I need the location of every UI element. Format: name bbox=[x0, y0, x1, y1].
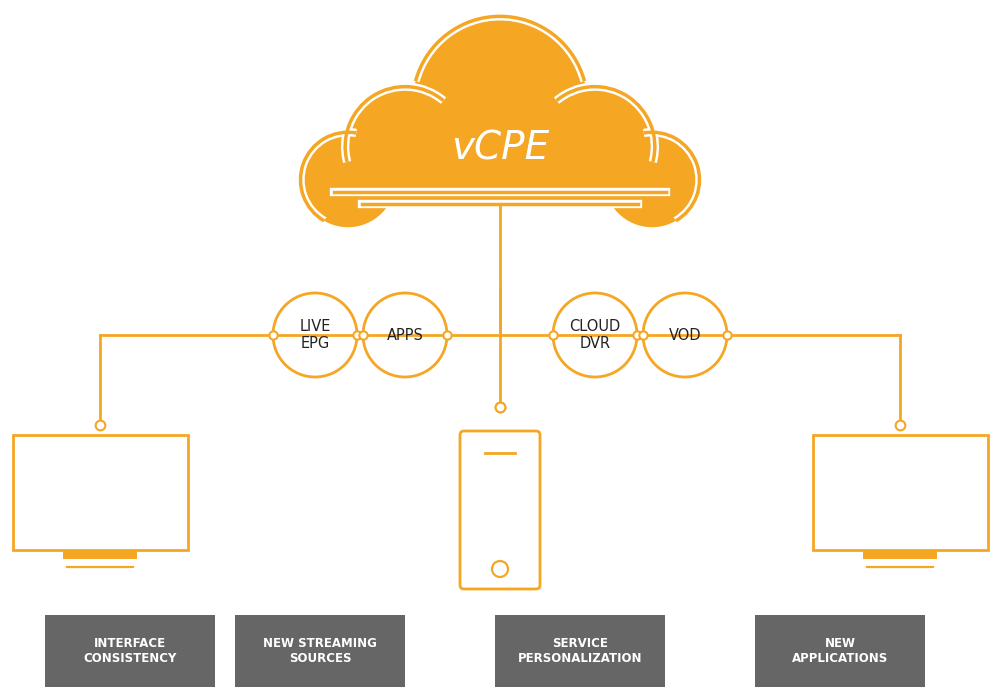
FancyBboxPatch shape bbox=[45, 615, 215, 687]
Text: CLOUD
DVR: CLOUD DVR bbox=[569, 319, 621, 351]
Text: INTERFACE
CONSISTENCY: INTERFACE CONSISTENCY bbox=[83, 637, 177, 665]
Text: LIVE
EPG: LIVE EPG bbox=[299, 319, 331, 351]
Circle shape bbox=[300, 132, 396, 227]
FancyBboxPatch shape bbox=[63, 550, 137, 559]
Text: vCPE: vCPE bbox=[451, 129, 549, 167]
Text: APPS: APPS bbox=[387, 327, 423, 343]
Text: NEW
APPLICATIONS: NEW APPLICATIONS bbox=[792, 637, 888, 665]
Text: VOD: VOD bbox=[669, 327, 701, 343]
FancyBboxPatch shape bbox=[315, 165, 685, 204]
Circle shape bbox=[345, 87, 465, 206]
FancyBboxPatch shape bbox=[863, 550, 937, 559]
FancyBboxPatch shape bbox=[235, 615, 405, 687]
FancyBboxPatch shape bbox=[755, 615, 925, 687]
Circle shape bbox=[604, 132, 700, 227]
Circle shape bbox=[413, 17, 587, 191]
Text: NEW STREAMING
SOURCES: NEW STREAMING SOURCES bbox=[263, 637, 377, 665]
FancyBboxPatch shape bbox=[495, 615, 665, 687]
Circle shape bbox=[535, 87, 655, 206]
Text: SERVICE
PERSONALIZATION: SERVICE PERSONALIZATION bbox=[518, 637, 642, 665]
